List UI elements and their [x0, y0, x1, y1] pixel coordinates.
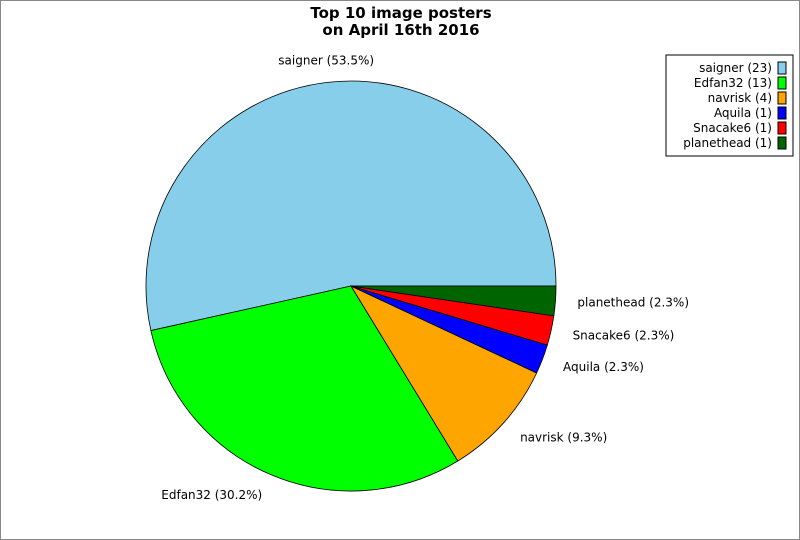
legend-label-planethead: planethead (1) [683, 136, 772, 150]
legend-box [665, 54, 794, 157]
legend-label-edfan32: Edfan32 (13) [694, 76, 772, 90]
legend-swatch-planethead [777, 136, 787, 150]
pie-slice-planethead [350, 285, 557, 317]
pie-slice-navrisk [349, 285, 538, 462]
legend-swatch-edfan32 [777, 76, 787, 90]
slice-label-navrisk: navrisk (9.3%) [520, 430, 607, 444]
pie-slice-edfan32 [150, 285, 459, 492]
slice-label-snacake6: Snacake6 (2.3%) [573, 328, 675, 342]
chart-title-line-1: Top 10 image posters [310, 4, 491, 22]
slice-label-planethead: planethead (2.3%) [577, 296, 689, 310]
legend-swatch-navrisk [777, 91, 787, 105]
pie-slice-saigner [145, 80, 557, 332]
legend-label-aquila: Aquila (1) [714, 106, 772, 120]
legend-swatch-aquila [777, 106, 787, 120]
slice-label-edfan32: Edfan32 (30.2%) [161, 488, 262, 502]
legend-swatch-snacake6 [777, 121, 787, 135]
legend-swatch-saigner [777, 61, 787, 75]
legend: saigner (23)Edfan32 (13)navrisk (4)Aquil… [665, 54, 794, 157]
chart-title-line-2: on April 16th 2016 [322, 21, 479, 39]
legend-label-saigner: saigner (23) [699, 61, 772, 75]
legend-label-snacake6: Snacake6 (1) [693, 121, 772, 135]
slice-label-saigner: saigner (53.5%) [278, 53, 374, 67]
legend-label-navrisk: navrisk (4) [708, 91, 772, 105]
slice-label-aquila: Aquila (2.3%) [563, 360, 644, 374]
